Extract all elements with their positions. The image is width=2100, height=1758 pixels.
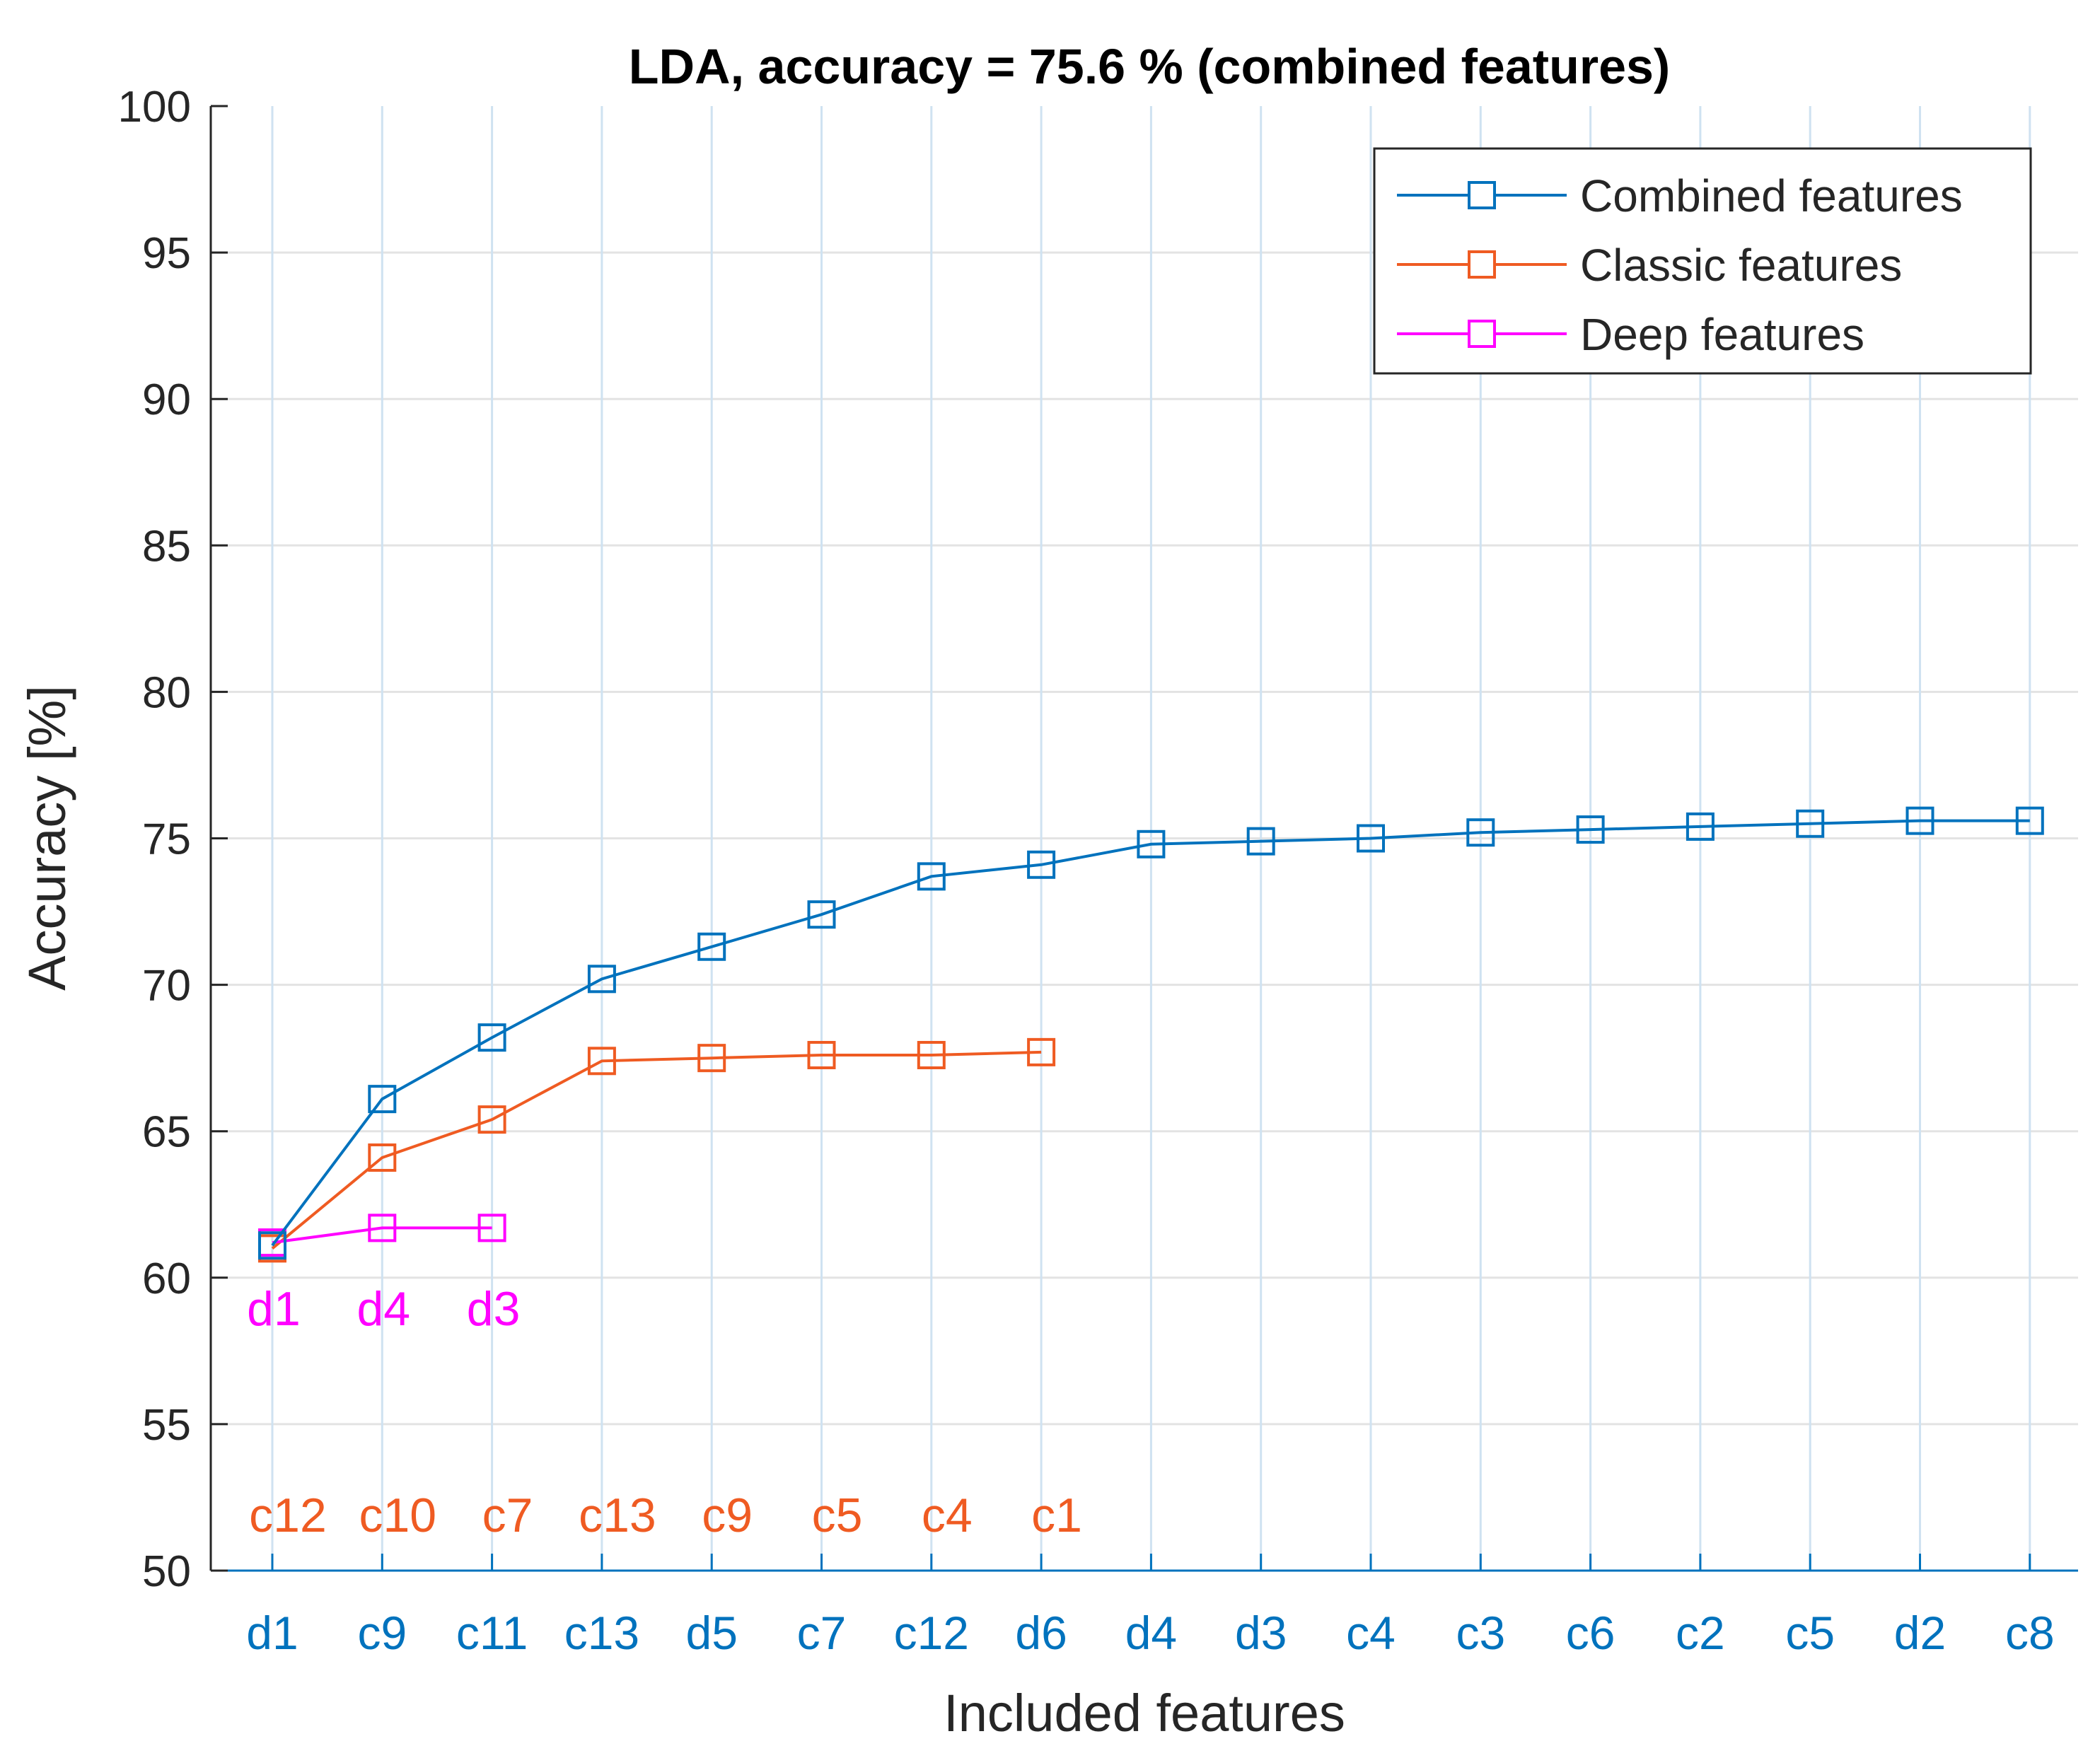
data-point-marker <box>697 932 726 961</box>
x-tick-label: d5 <box>685 1607 737 1659</box>
classic-point-label: c13 <box>579 1489 656 1542</box>
y-tick-label: 60 <box>142 1255 191 1303</box>
x-axis-ticks: d1 c9 c11 c13 d5 c7 c12 d6 d4 d3 c4 c3 c6 c2 c5 d2 c8 <box>246 1554 2055 1659</box>
data-point-marker <box>1686 812 1715 841</box>
x-tick-label: c8 <box>2005 1607 2055 1659</box>
classic-point-label: c12 <box>249 1489 327 1542</box>
data-point-marker <box>807 1041 836 1070</box>
x-tick-label: c13 <box>564 1607 639 1659</box>
data-point-marker <box>587 965 616 994</box>
data-point-marker <box>368 1143 397 1172</box>
x-tick-label: d6 <box>1015 1607 1067 1659</box>
x-tick-label: c6 <box>1566 1607 1615 1659</box>
legend-label: Classic features <box>1580 240 1902 291</box>
y-tick-label: 100 <box>118 83 191 132</box>
classic-point-label: c1 <box>1031 1489 1082 1542</box>
y-axis-ticks: 50 55 60 65 70 75 80 85 90 95 100 <box>118 83 228 1596</box>
gridlines <box>211 106 2078 1571</box>
data-point-marker <box>258 1231 286 1260</box>
classic-point-label: c7 <box>482 1489 533 1542</box>
x-tick-label: d4 <box>1125 1607 1177 1659</box>
legend-marker <box>1468 181 1496 209</box>
data-point-marker <box>1246 827 1275 856</box>
x-tick-label: d2 <box>1894 1607 1946 1659</box>
deep-point-label: d4 <box>356 1282 410 1336</box>
x-tick-label: c4 <box>1346 1607 1396 1659</box>
data-point-marker <box>477 1023 506 1052</box>
x-tick-label: c7 <box>797 1607 847 1659</box>
legend: Combined features Classic features Deep fe… <box>1373 147 2032 375</box>
deep-point-label: d3 <box>467 1282 521 1336</box>
x-tick-label: c9 <box>357 1607 407 1659</box>
data-point-marker <box>1796 809 1825 838</box>
y-tick-label: 55 <box>142 1401 191 1450</box>
classic-point-label: c5 <box>812 1489 863 1542</box>
data-point-marker <box>1137 829 1166 858</box>
y-tick-label: 70 <box>142 962 191 1011</box>
data-point-marker <box>1905 806 1934 835</box>
chart-title: LDA, accuracy = 75.6 % (combined feature… <box>629 39 1671 94</box>
legend-marker <box>1468 320 1496 348</box>
x-tick-label: c3 <box>1456 1607 1505 1659</box>
data-point-marker <box>477 1213 506 1242</box>
series-line-1 <box>271 1050 1042 1250</box>
deep-point-label: d1 <box>247 1282 301 1336</box>
series-line-2 <box>272 1226 492 1245</box>
y-tick-label: 65 <box>142 1108 191 1157</box>
data-point-marker <box>807 900 836 929</box>
data-point-marker <box>917 862 946 891</box>
x-tick-label: c12 <box>894 1607 969 1659</box>
y-tick-label: 90 <box>142 376 191 424</box>
data-point-marker <box>697 1044 726 1073</box>
classic-point-label: c10 <box>359 1489 436 1542</box>
data-point-marker <box>1357 824 1385 853</box>
legend-marker <box>1468 250 1496 279</box>
x-tick-label: d1 <box>246 1607 298 1659</box>
point-labels: c12 c10 c7 c13 c9 c5 c4 c1 d1 d4 d3 <box>247 1282 1082 1542</box>
x-tick-label: c2 <box>1676 1607 1725 1659</box>
legend-label: Deep features <box>1580 309 1864 360</box>
x-tick-label: c5 <box>1785 1607 1835 1659</box>
legend-label: Combined features <box>1580 170 1963 221</box>
data-point-marker <box>1027 1037 1056 1066</box>
x-axis-label: Included features <box>944 1684 1345 1742</box>
y-tick-label: 95 <box>142 229 191 278</box>
data-point-marker <box>917 1041 946 1070</box>
y-tick-label: 50 <box>142 1547 191 1596</box>
data-point-marker <box>1576 815 1605 844</box>
data-point-marker <box>477 1105 506 1134</box>
data-point-marker <box>1466 818 1495 847</box>
x-tick-label: c11 <box>456 1607 528 1659</box>
data-point-marker <box>368 1085 397 1114</box>
data-point-marker <box>368 1213 397 1242</box>
x-tick-label: d3 <box>1235 1607 1287 1659</box>
series-line-0 <box>271 819 2030 1247</box>
classic-point-label: c4 <box>922 1489 973 1542</box>
y-axis-label: Accuracy [%] <box>18 685 76 991</box>
y-tick-label: 80 <box>142 668 191 717</box>
y-tick-label: 85 <box>142 522 191 571</box>
data-point-marker <box>587 1047 616 1076</box>
data-point-marker <box>1027 850 1056 879</box>
y-tick-label: 75 <box>142 815 191 864</box>
data-point-marker <box>2015 806 2044 835</box>
series-group <box>258 806 2044 1263</box>
classic-point-label: c9 <box>702 1489 753 1542</box>
